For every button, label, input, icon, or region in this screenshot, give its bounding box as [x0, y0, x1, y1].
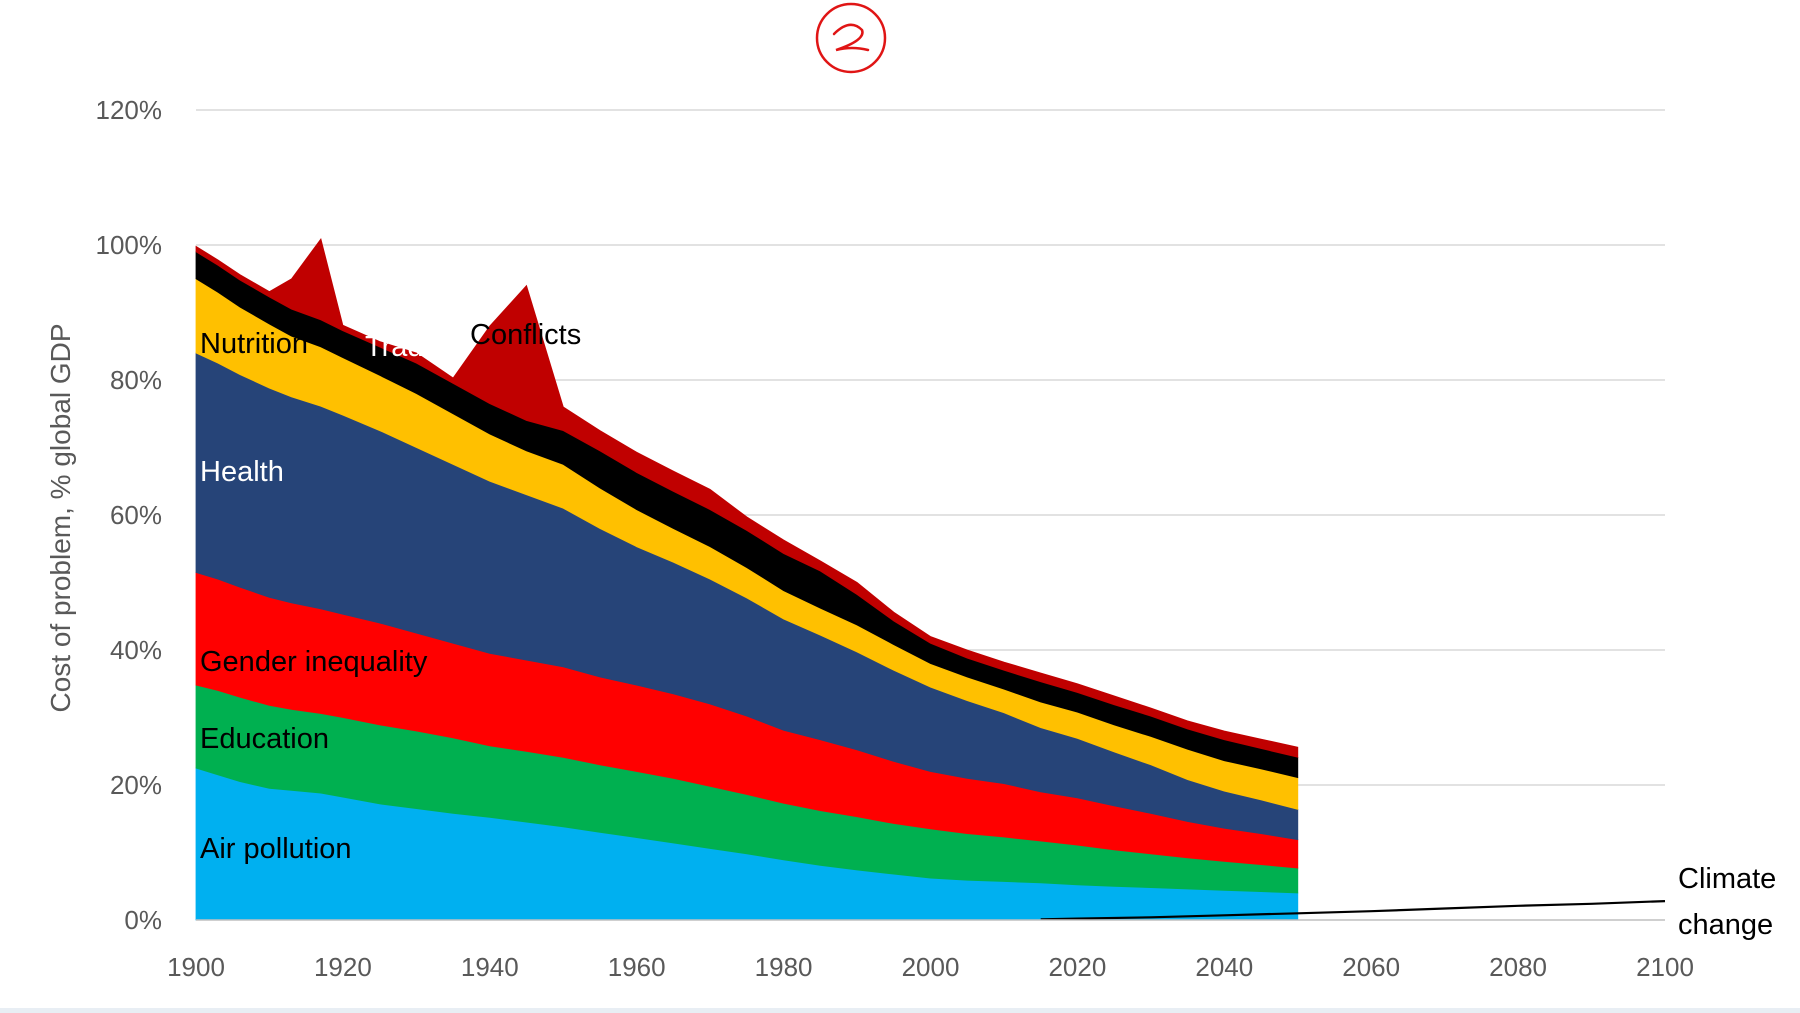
bottom-edge-strip	[0, 1008, 1800, 1013]
x-tick-label: 1900	[167, 952, 225, 982]
label-health: Health	[200, 456, 284, 488]
y-tick-label: 60%	[110, 500, 162, 530]
x-tick-label: 1980	[755, 952, 813, 982]
x-tick-label: 2080	[1489, 952, 1547, 982]
climate-change-series	[1040, 900, 1666, 921]
label-trade: Trade	[365, 331, 440, 363]
y-tick-label: 0%	[124, 905, 162, 935]
y-tick-label: 20%	[110, 770, 162, 800]
y-tick-label: 40%	[110, 635, 162, 665]
label-nutrition: Nutrition	[200, 328, 308, 360]
stacked-areas	[195, 237, 1299, 921]
x-tick-label: 1940	[461, 952, 519, 982]
label-conflicts: Conflicts	[470, 319, 581, 351]
x-tick-label: 1960	[608, 952, 666, 982]
label-air-pollution: Air pollution	[200, 833, 352, 865]
x-tick-label: 2020	[1048, 952, 1106, 982]
area-conflicts	[195, 237, 1299, 758]
y-axis-label: Cost of problem, % global GDP	[45, 323, 76, 712]
label-education: Education	[200, 723, 329, 755]
y-axis-ticks: 0% 20% 40% 60% 80% 100% 120%	[96, 95, 163, 935]
x-tick-label: 2000	[902, 952, 960, 982]
y-tick-label: 100%	[96, 230, 163, 260]
x-axis-ticks: 1900 1920 1940 1960 1980 2000 2020 2040 2060 2080…	[167, 952, 1694, 982]
x-tick-label: 2040	[1195, 952, 1253, 982]
y-tick-label: 80%	[110, 365, 162, 395]
handwritten-annotation-mark	[815, 2, 887, 74]
label-gender-inequality: Gender inequality	[200, 646, 428, 678]
x-tick-label: 2100	[1636, 952, 1694, 982]
line-climate-change	[1040, 900, 1666, 921]
y-tick-label: 120%	[96, 95, 163, 125]
x-tick-label: 2060	[1342, 952, 1400, 982]
label-climate-change-line2: change	[1678, 909, 1773, 941]
label-climate-change-line1: Climate	[1678, 863, 1776, 895]
x-tick-label: 1920	[314, 952, 372, 982]
